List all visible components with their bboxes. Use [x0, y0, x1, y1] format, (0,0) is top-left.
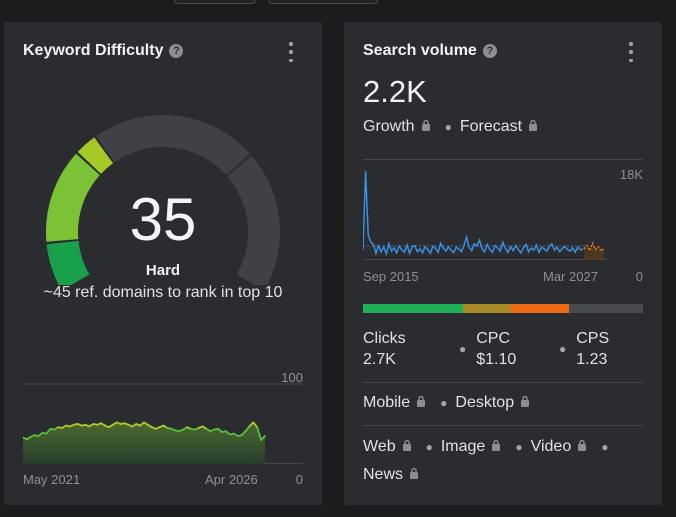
- kd-trend-y-max: 100: [281, 370, 303, 385]
- lock-icon: [402, 438, 412, 456]
- kd-trend-segment: [252, 421, 259, 429]
- dot-separator: ●: [425, 440, 433, 454]
- intent-bar-segment: [510, 304, 569, 313]
- sv-chart-y-min: 0: [635, 269, 643, 284]
- kd-trend-x-end: Apr 2026: [205, 472, 258, 487]
- kd-trend-chart: [23, 383, 303, 464]
- difficulty-gauge: [46, 115, 280, 285]
- dot-separator: ●: [444, 120, 452, 134]
- sv-chart-x-end: Mar 2027: [543, 269, 598, 284]
- cps-label: CPS: [576, 330, 610, 347]
- help-icon[interactable]: ?: [169, 44, 184, 58]
- sv-forecast-line: [583, 241, 605, 253]
- search-volume-value: 2.2K: [363, 74, 427, 109]
- metrics-row: Clicks 2.7K ● CPC $1.10 ● CPS 1.23: [363, 328, 643, 370]
- top-tab-1[interactable]: [174, 0, 256, 4]
- cpc-label: CPC: [476, 330, 511, 347]
- lock-icon: [491, 438, 501, 456]
- kd-trend-segment: [244, 425, 251, 433]
- keyword-difficulty-card: Keyword Difficulty ? 35 Hard ~45 ref. do…: [4, 22, 322, 505]
- dot-separator: ●: [459, 341, 467, 356]
- devices-row: Mobile ● Desktop: [363, 394, 536, 412]
- kd-trend-x-start: May 2021: [23, 472, 81, 487]
- lock-icon: [421, 118, 431, 136]
- growth-forecast-row: Growth ● Forecast: [363, 118, 544, 136]
- lock-icon: [528, 118, 538, 136]
- kd-trend-segment: [240, 430, 247, 437]
- divider: [363, 382, 643, 383]
- kd-trend-segment: [45, 427, 52, 435]
- divider: [363, 425, 643, 426]
- serp-video[interactable]: Video: [530, 438, 572, 455]
- dot-separator: ●: [559, 341, 567, 356]
- serp-image[interactable]: Image: [440, 438, 486, 455]
- kd-trend-y-min: 0: [295, 472, 303, 487]
- cps-value: 1.23: [576, 351, 608, 368]
- serp-web[interactable]: Web: [363, 438, 396, 455]
- chart-top-line: [363, 159, 643, 160]
- kd-title: Keyword Difficulty ?: [23, 42, 184, 60]
- serp-news[interactable]: News: [363, 466, 404, 483]
- intent-bar-segment: [462, 304, 511, 313]
- kd-trend-segment: [260, 435, 266, 441]
- serp-types-row-2: News: [363, 466, 425, 484]
- gauge-fill-segment: [46, 153, 100, 242]
- lock-icon: [409, 466, 419, 484]
- lock-icon: [577, 438, 587, 456]
- device-desktop[interactable]: Desktop: [455, 394, 515, 411]
- kd-difficulty-label: Hard: [145, 262, 181, 279]
- sv-forecast-area: [584, 243, 604, 260]
- clicks-metric: Clicks 2.7K: [363, 328, 459, 370]
- dot-separator: ●: [440, 396, 448, 410]
- gauge-track-segment: [227, 155, 280, 285]
- sv-title-text: Search volume: [363, 42, 477, 59]
- gauge-fill-segment: [46, 240, 90, 285]
- search-volume-chart: [363, 171, 607, 260]
- search-volume-card: Search volume ? 2.2K Growth ● Forecast 1…: [344, 22, 662, 505]
- serp-types-row-1: Web ● Image ● Video ●: [363, 438, 616, 456]
- cpc-value: $1.10: [476, 351, 517, 368]
- forecast-link[interactable]: Forecast: [459, 118, 523, 135]
- sv-line: [363, 171, 584, 257]
- sv-chart-x-start: Sep 2015: [363, 269, 419, 284]
- cps-metric: ● CPS 1.23: [559, 328, 609, 370]
- gauge-track-segment: [96, 115, 250, 176]
- kd-trend-area: [23, 422, 265, 464]
- kd-trend-segment: [248, 421, 255, 428]
- help-icon[interactable]: ?: [482, 44, 497, 58]
- more-options-icon[interactable]: [627, 42, 635, 62]
- growth-link[interactable]: Growth: [363, 118, 415, 135]
- clicks-label: Clicks: [363, 330, 406, 347]
- lock-icon: [520, 394, 530, 412]
- gauge-fill-segment: [77, 137, 114, 174]
- intent-distribution-bar: [363, 304, 643, 313]
- intent-bar-segment: [568, 304, 643, 313]
- dot-separator: ●: [515, 440, 523, 454]
- sv-title: Search volume ?: [363, 42, 497, 60]
- dot-separator: ●: [601, 440, 609, 454]
- cpc-metric: ● CPC $1.10: [459, 328, 559, 370]
- clicks-value: 2.7K: [363, 351, 396, 368]
- kd-ref-domains-note: ~45 ref. domains to rank in top 10: [43, 284, 283, 301]
- intent-bar-segment: [363, 304, 463, 313]
- sv-chart-y-max: 18K: [619, 167, 643, 182]
- top-tab-2[interactable]: [268, 0, 378, 4]
- device-mobile[interactable]: Mobile: [363, 394, 411, 411]
- lock-icon: [416, 394, 426, 412]
- more-options-icon[interactable]: [287, 42, 295, 62]
- kd-title-text: Keyword Difficulty: [23, 42, 164, 59]
- kd-trend-segment: [256, 426, 262, 441]
- kd-score: 35: [129, 186, 197, 253]
